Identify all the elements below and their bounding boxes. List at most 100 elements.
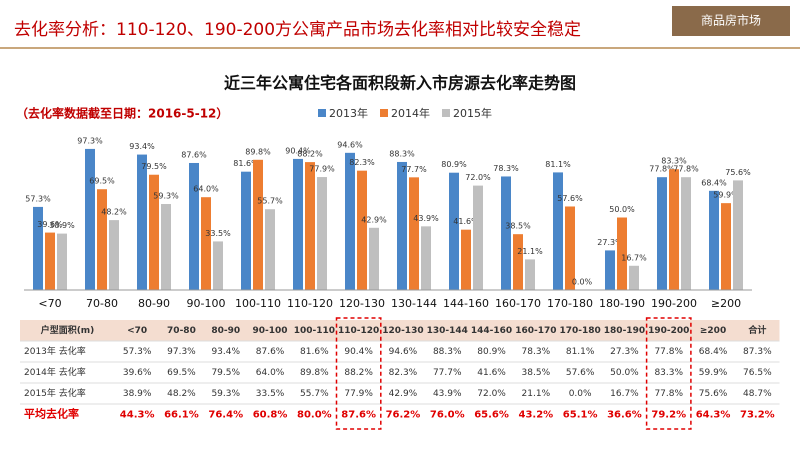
value-label: 90.4% [285,146,311,155]
value-label: 59.3% [153,192,179,201]
value-label: 80.9% [441,160,467,169]
table-header: 70-80 [167,326,196,336]
x-tick-label: 70-80 [86,297,118,310]
slide-title: 去化率分析：110-120、190-200方公寓产品市场去化率相对比较安全稳定 [14,20,581,40]
table-cell: 93.4% [211,347,240,357]
avg-cell: 76.2% [386,410,421,421]
bar [397,161,407,290]
bar [161,204,171,290]
value-label: 0.0% [572,278,593,287]
table-cell: 59.3% [211,389,240,399]
x-tick-label: 130-144 [391,297,437,310]
value-label: 94.6% [337,140,363,149]
value-label: 59.9% [713,191,739,200]
bar [501,176,511,290]
table-cell: 43.9% [433,389,462,399]
table-cell: 57.3% [123,347,152,357]
value-label: 89.8% [245,147,271,156]
value-label: 69.5% [89,177,115,186]
table-header: 90-100 [253,326,288,336]
value-label: 21.1% [517,247,543,256]
value-label: 16.7% [621,253,647,262]
x-tick-label: 90-100 [187,297,226,310]
table-header: 130-144 [427,326,468,336]
table-cell: 50.0% [610,368,639,378]
bar [109,220,119,290]
table-header: <70 [127,326,147,336]
table-cell: 97.3% [167,347,196,357]
table-header: 190-200 [648,326,689,336]
value-label: 43.9% [413,214,439,223]
avg-cell: 43.2% [518,410,553,421]
table-cell: 79.5% [211,368,240,378]
value-label: 75.6% [725,168,751,177]
bar [721,203,731,290]
value-label: 38.9% [49,221,75,230]
value-label: 48.2% [101,208,127,217]
avg-label: 平均去化率 [24,407,79,421]
bar [189,162,199,290]
bar [305,162,315,290]
bar [317,177,327,290]
legend-label: 2013年 [329,106,368,120]
table-cell: 88.2% [344,368,373,378]
table-cell: 48.7% [743,389,772,399]
value-label: 68.4% [701,178,727,187]
value-label: 42.9% [361,215,387,224]
avg-cell: 65.6% [474,410,509,421]
table-cell: 33.5% [256,389,285,399]
table-cell: 72.0% [477,389,506,399]
avg-cell: 66.1% [164,410,199,421]
value-label: 33.5% [205,229,231,238]
legend-label: 2014年 [391,106,430,120]
chart-subtitle: （去化率数据截至日期：2016-5-12） [16,106,228,121]
bar [213,241,223,290]
highlight-box [335,317,382,430]
table-cell: 0.0% [569,389,592,399]
value-label: 77.8% [673,165,699,174]
table-cell: 38.9% [123,389,152,399]
value-label: 79.5% [141,162,167,171]
avg-cell: 87.6% [341,410,376,421]
avg-cell: 36.6% [607,410,642,421]
table-cell: 42.9% [389,389,418,399]
value-label: 72.0% [465,173,491,182]
value-label: 41.6% [453,217,479,226]
value-label: 55.7% [257,197,283,206]
table-cell: 88.3% [433,347,462,357]
table-cell: 59.9% [699,368,728,378]
bar [357,170,367,290]
value-label: 83.3% [661,157,687,166]
table-cell: 81.1% [566,347,595,357]
bar [345,152,355,290]
bar [605,250,615,290]
bar [369,227,379,290]
x-tick-label: 110-120 [287,297,333,310]
value-label: 78.3% [493,164,519,173]
value-label: 88.3% [389,149,415,158]
table-cell: 39.6% [123,368,152,378]
value-label: 39.6% [37,220,63,229]
table-cell: 81.6% [300,347,329,357]
bar [657,177,667,290]
x-tick-label: 120-130 [339,297,385,310]
value-label: 87.6% [181,150,207,159]
x-tick-label: 160-170 [495,297,541,310]
table-cell: 87.6% [256,347,285,357]
bar [733,180,743,290]
table-cell: 68.4% [699,347,728,357]
bar [709,190,719,290]
table-cell: 41.6% [477,368,506,378]
value-label: 81.1% [545,160,571,169]
table-header: 120-130 [382,326,423,336]
bar [97,189,107,290]
bar [149,174,159,290]
table-cell: 77.8% [654,347,683,357]
table-cell: 94.6% [389,347,418,357]
avg-cell: 65.1% [563,410,598,421]
table-cell: 16.7% [610,389,639,399]
table-cell: 75.6% [699,389,728,399]
table-header: ≥200 [700,326,726,336]
table-header: 144-160 [471,326,512,336]
